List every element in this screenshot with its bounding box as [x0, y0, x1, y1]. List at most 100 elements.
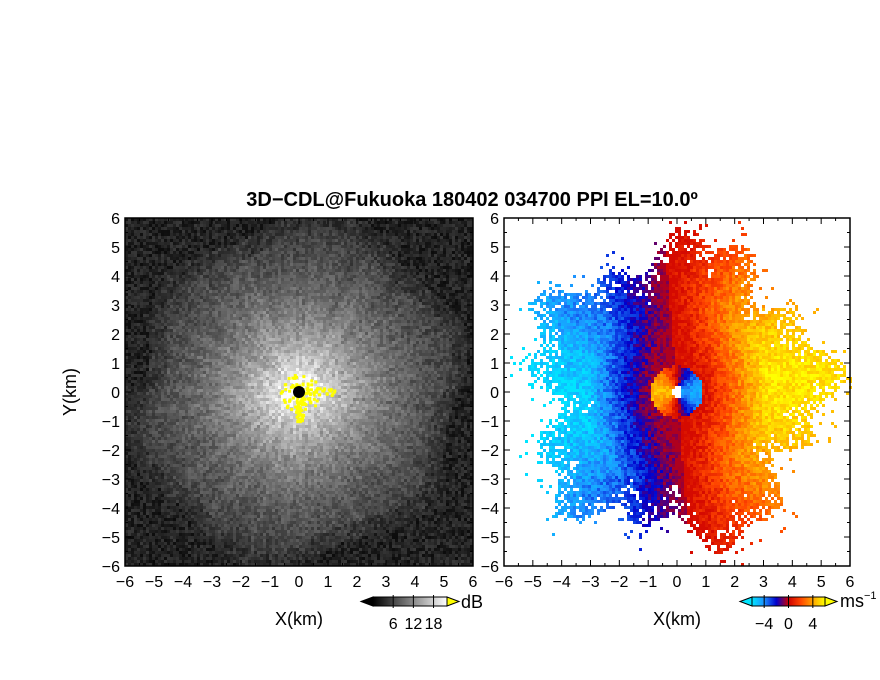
backscatter-cell: [200, 338, 203, 341]
backscatter-cell: [206, 242, 209, 245]
backscatter-cell: [425, 248, 428, 251]
backscatter-cell: [326, 224, 329, 227]
backscatter-cell: [311, 332, 314, 335]
backscatter-cell: [416, 290, 419, 293]
backscatter-cell: [359, 269, 362, 272]
backscatter-cell: [320, 296, 323, 299]
backscatter-cell: [428, 281, 431, 284]
backscatter-cell: [155, 335, 158, 338]
backscatter-cell: [467, 260, 470, 263]
backscatter-cell: [275, 248, 278, 251]
backscatter-cell: [413, 239, 416, 242]
backscatter-cell: [194, 248, 197, 251]
backscatter-cell: [167, 263, 170, 266]
backscatter-cell: [317, 320, 320, 323]
backscatter-cell: [233, 266, 236, 269]
backscatter-cell: [404, 344, 407, 347]
backscatter-cell: [272, 302, 275, 305]
backscatter-cell: [329, 269, 332, 272]
backscatter-cell: [308, 266, 311, 269]
backscatter-cell: [131, 251, 134, 254]
backscatter-cell: [143, 221, 146, 224]
backscatter-cell: [206, 323, 209, 326]
backscatter-cell: [260, 260, 263, 263]
backscatter-cell: [179, 236, 182, 239]
backscatter-cell: [272, 278, 275, 281]
backscatter-cell: [407, 314, 410, 317]
backscatter-cell: [275, 323, 278, 326]
backscatter-cell: [152, 305, 155, 308]
backscatter-cell: [206, 305, 209, 308]
backscatter-cell: [350, 230, 353, 233]
backscatter-cell: [293, 311, 296, 314]
backscatter-cell: [467, 257, 470, 260]
backscatter-cell: [215, 290, 218, 293]
backscatter-cell: [137, 308, 140, 311]
backscatter-cell: [179, 314, 182, 317]
backscatter-cell: [377, 296, 380, 299]
backscatter-cell: [302, 227, 305, 230]
backscatter-cell: [179, 278, 182, 281]
backscatter-cell: [245, 299, 248, 302]
backscatter-cell: [260, 344, 263, 347]
backscatter-cell: [416, 272, 419, 275]
backscatter-cell: [293, 299, 296, 302]
backscatter-cell: [377, 302, 380, 305]
backscatter-cell: [212, 308, 215, 311]
backscatter-cell: [176, 224, 179, 227]
backscatter-cell: [299, 308, 302, 311]
backscatter-cell: [383, 245, 386, 248]
backscatter-cell: [179, 257, 182, 260]
backscatter-cell: [356, 302, 359, 305]
backscatter-cell: [284, 296, 287, 299]
backscatter-cell: [281, 272, 284, 275]
backscatter-cell: [155, 344, 158, 347]
backscatter-cell: [233, 338, 236, 341]
backscatter-cell: [419, 332, 422, 335]
backscatter-cell: [161, 290, 164, 293]
backscatter-cell: [191, 260, 194, 263]
backscatter-cell: [356, 293, 359, 296]
backscatter-cell: [347, 290, 350, 293]
backscatter-cell: [176, 332, 179, 335]
backscatter-cell: [128, 257, 131, 260]
backscatter-cell: [443, 296, 446, 299]
backscatter-cell: [194, 281, 197, 284]
backscatter-cell: [143, 311, 146, 314]
backscatter-cell: [344, 266, 347, 269]
backscatter-cell: [398, 314, 401, 317]
backscatter-cell: [155, 221, 158, 224]
backscatter-cell: [368, 287, 371, 290]
backscatter-cell: [179, 230, 182, 233]
backscatter-cell: [380, 335, 383, 338]
backscatter-cell: [374, 269, 377, 272]
backscatter-cell: [410, 278, 413, 281]
backscatter-cell: [461, 230, 464, 233]
backscatter-cell: [350, 299, 353, 302]
backscatter-cell: [323, 263, 326, 266]
backscatter-cell: [425, 260, 428, 263]
backscatter-cell: [338, 314, 341, 317]
backscatter-cell: [131, 323, 134, 326]
backscatter-cell: [266, 305, 269, 308]
backscatter-cell: [242, 221, 245, 224]
backscatter-cell: [410, 227, 413, 230]
backscatter-cell: [350, 326, 353, 329]
backscatter-cell: [455, 269, 458, 272]
backscatter-cell: [434, 338, 437, 341]
backscatter-cell: [467, 251, 470, 254]
backscatter-cell: [197, 332, 200, 335]
backscatter-cell: [257, 293, 260, 296]
backscatter-cell: [212, 278, 215, 281]
backscatter-cell: [176, 221, 179, 224]
backscatter-cell: [218, 221, 221, 224]
backscatter-cell: [272, 233, 275, 236]
backscatter-cell: [227, 320, 230, 323]
backscatter-cell: [164, 221, 167, 224]
backscatter-cell: [221, 308, 224, 311]
backscatter-cell: [188, 269, 191, 272]
backscatter-cell: [374, 257, 377, 260]
backscatter-cell: [455, 242, 458, 245]
backscatter-cell: [452, 314, 455, 317]
backscatter-cell: [395, 338, 398, 341]
